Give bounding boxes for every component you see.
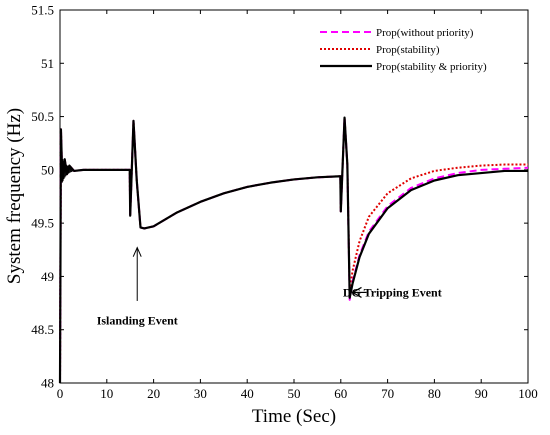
annotations-group: Islanding Event DG Tripping Event <box>97 246 442 327</box>
y-tick-label: 48 <box>41 376 54 391</box>
legend-label: Prop(without priority) <box>376 27 474 39</box>
x-tick-label: 100 <box>518 386 538 401</box>
x-tick-label: 30 <box>194 386 207 401</box>
islanding-arrow-head <box>132 246 142 257</box>
dg-tripping-arrow-head <box>351 286 362 298</box>
x-tick-label: 80 <box>428 386 441 401</box>
x-tick-label: 70 <box>381 386 394 401</box>
x-tick-label: 10 <box>100 386 113 401</box>
y-tick-label: 49.5 <box>31 216 54 231</box>
series-line <box>58 116 528 384</box>
legend: Prop(without priority) Prop(stability) Pro… <box>320 27 487 73</box>
islanding-event-label: Islanding Event <box>97 313 178 327</box>
y-tick-label: 48.5 <box>31 322 54 337</box>
ticks-group: 0 10 20 30 40 50 60 70 80 90 100 48 48.5 49 49.5 50 50.5… <box>31 3 538 402</box>
x-tick-label: 20 <box>147 386 160 401</box>
y-tick-label: 51 <box>41 56 54 71</box>
x-tick-label: 50 <box>288 386 301 401</box>
x-axis-label: Time (Sec) <box>252 406 336 427</box>
x-tick-label: 90 <box>475 386 488 401</box>
initial-oscillation <box>61 157 74 183</box>
legend-label: Prop(stability) <box>376 44 440 56</box>
y-tick-label: 50.5 <box>31 109 54 124</box>
dg-tripping-event-label: DG Tripping Event <box>343 285 442 299</box>
x-tick-label: 0 <box>57 386 64 401</box>
y-axis-label: System frequency (Hz) <box>4 108 25 284</box>
series-group <box>58 116 529 384</box>
y-tick-label: 51.5 <box>31 3 54 18</box>
legend-label: Prop(stability & priority) <box>376 61 487 73</box>
x-tick-label: 60 <box>334 386 347 401</box>
y-tick-label: 50 <box>41 162 54 177</box>
y-tick-label: 49 <box>41 269 54 284</box>
x-tick-label: 40 <box>241 386 254 401</box>
